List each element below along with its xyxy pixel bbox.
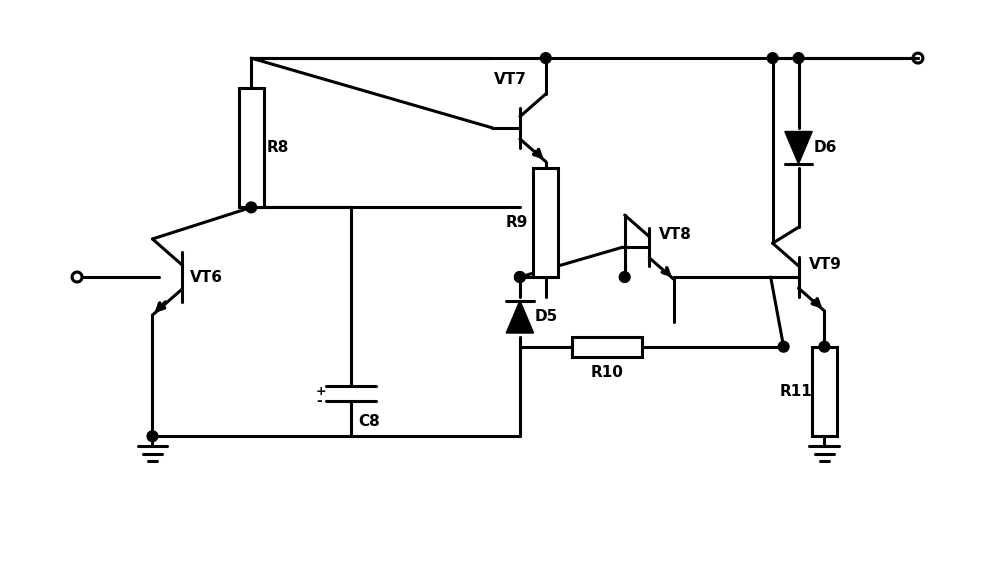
Polygon shape <box>506 301 534 333</box>
Circle shape <box>619 272 630 282</box>
Text: VT9: VT9 <box>808 257 841 272</box>
Circle shape <box>515 272 525 282</box>
Circle shape <box>515 272 525 282</box>
Text: R8: R8 <box>266 140 289 155</box>
Bar <box>239 88 264 208</box>
Bar <box>572 337 642 357</box>
Polygon shape <box>785 132 812 164</box>
Text: VT7: VT7 <box>494 72 526 87</box>
Text: R10: R10 <box>590 365 623 379</box>
Text: R11: R11 <box>780 384 812 399</box>
Text: D6: D6 <box>813 140 837 155</box>
Bar <box>812 346 837 436</box>
Circle shape <box>246 202 257 213</box>
Text: +: + <box>316 385 327 398</box>
Circle shape <box>540 53 551 64</box>
Text: D5: D5 <box>535 310 558 324</box>
Text: R9: R9 <box>506 215 528 230</box>
Bar <box>533 168 558 277</box>
Text: C8: C8 <box>359 414 380 429</box>
Circle shape <box>778 341 789 352</box>
Circle shape <box>793 53 804 64</box>
Circle shape <box>819 341 830 352</box>
Circle shape <box>767 53 778 64</box>
Text: VT6: VT6 <box>190 269 223 285</box>
Text: VT8: VT8 <box>659 227 692 242</box>
Text: -: - <box>316 395 322 408</box>
Circle shape <box>147 431 158 442</box>
